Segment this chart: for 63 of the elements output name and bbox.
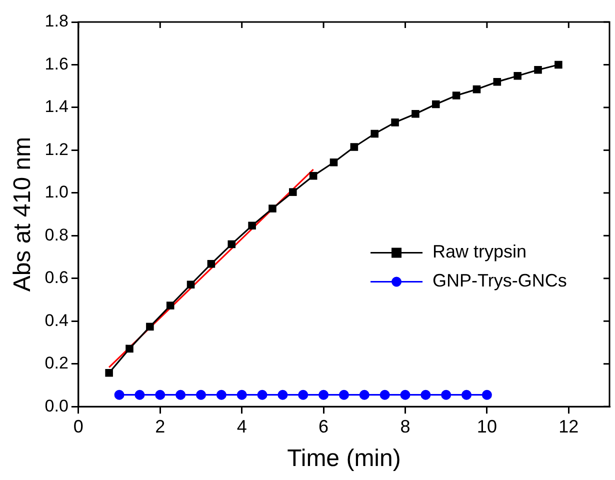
x-tick-label: 10 xyxy=(476,416,497,436)
legend-label: Raw trypsin xyxy=(432,242,527,262)
point xyxy=(338,390,349,400)
point xyxy=(105,368,113,377)
x-axis-title: Time (min) xyxy=(287,445,401,472)
y-tick-label: 0.6 xyxy=(44,268,68,288)
y-tick-label: 0.4 xyxy=(44,310,68,330)
x-tick-label: 2 xyxy=(155,416,166,436)
point xyxy=(493,78,502,86)
point xyxy=(176,390,186,400)
point xyxy=(420,390,431,400)
y-axis-title: Abs at 410 nm xyxy=(9,136,36,292)
point xyxy=(146,322,154,331)
point xyxy=(330,158,338,166)
point xyxy=(462,390,472,400)
y-tick-label: 1.6 xyxy=(44,54,68,74)
point xyxy=(400,390,410,400)
y-tick-label: 1.4 xyxy=(44,97,68,116)
y-tick-label: 0.2 xyxy=(44,354,68,373)
point xyxy=(370,130,378,138)
point xyxy=(514,72,522,80)
point xyxy=(289,188,297,196)
point xyxy=(441,390,452,400)
point xyxy=(432,100,440,108)
y-tick-label: 1.8 xyxy=(44,12,68,31)
point xyxy=(318,390,329,400)
point xyxy=(309,172,318,180)
point xyxy=(207,260,216,268)
y-tick-label: 0.0 xyxy=(44,396,68,416)
point xyxy=(134,390,145,400)
x-tick-label: 0 xyxy=(73,416,84,436)
legend-label: GNP-Trys-GNCs xyxy=(432,270,567,291)
point xyxy=(268,204,276,212)
point xyxy=(534,66,542,74)
x-tick-label: 6 xyxy=(318,416,329,436)
point xyxy=(216,390,226,400)
x-tick-label: 8 xyxy=(400,416,410,436)
point xyxy=(126,344,134,353)
point xyxy=(257,390,268,400)
y-tick-label: 1.2 xyxy=(44,140,68,159)
y-tick-label: 1.0 xyxy=(44,182,68,202)
point xyxy=(350,143,358,151)
point xyxy=(472,85,481,94)
point xyxy=(298,390,308,400)
point xyxy=(452,92,460,100)
point xyxy=(196,390,206,400)
point xyxy=(380,390,390,400)
point xyxy=(186,280,195,288)
point xyxy=(278,390,288,400)
point xyxy=(554,60,562,69)
point xyxy=(391,118,399,126)
point xyxy=(359,390,370,400)
point xyxy=(248,222,256,230)
x-tick-label: 12 xyxy=(558,416,579,436)
x-tick-label: 4 xyxy=(236,416,247,436)
y-tick-label: 0.8 xyxy=(44,225,68,244)
point xyxy=(166,302,174,310)
point xyxy=(155,390,166,400)
point xyxy=(482,390,492,400)
point xyxy=(114,390,124,400)
point xyxy=(228,240,236,248)
point xyxy=(412,110,420,118)
point xyxy=(236,390,247,400)
